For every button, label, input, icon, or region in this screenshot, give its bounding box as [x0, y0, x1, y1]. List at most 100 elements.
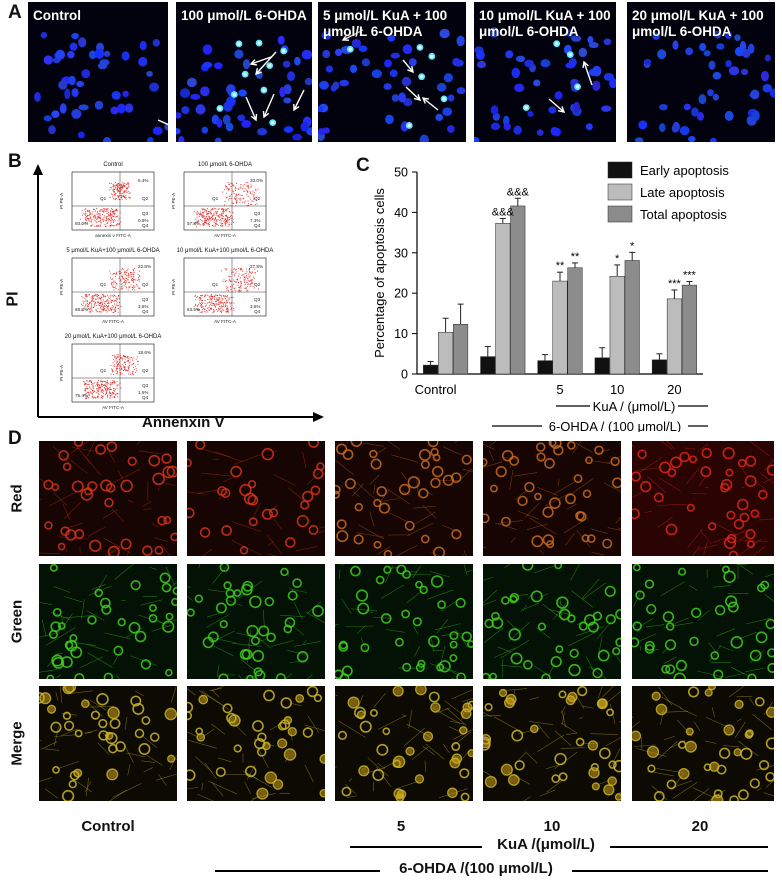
significance-marker: &&&: [492, 206, 515, 218]
bar-total-apoptosis: [453, 324, 469, 375]
row-label-red: Red: [8, 483, 26, 513]
bar-total-apoptosis: [567, 267, 583, 375]
bar-late-apoptosis: [666, 298, 682, 375]
quadrant-q4-label: Q4: [254, 309, 261, 314]
quadrant-q2-value: 18.6%: [138, 350, 151, 355]
panel-b-axes: [33, 164, 324, 422]
flow-plot-ylabel: PI PE-A: [59, 192, 64, 209]
legend-swatch: [607, 161, 633, 179]
y-tick-label: 20: [394, 287, 408, 301]
y-tick-label: 40: [394, 206, 408, 220]
quadrant-q4-value: 3.5%: [138, 304, 148, 309]
fluorescence-image-green-4: [483, 564, 621, 679]
fluorescence-image-red-1: [39, 441, 177, 556]
quadrant-q1-label: Q1: [212, 196, 219, 201]
quadrant-q3-label: Q3: [142, 297, 149, 302]
nuclei-image-label: 20 μmol/L KuA + 100 μmol/L 6-OHDA: [632, 8, 764, 39]
flow-plot-xlabel: AV FITC-A: [102, 319, 125, 324]
flow-plot-title: 20 μmol/L KuA+100 μmol/L 6-OHDA: [64, 334, 162, 340]
nuclei-image-4: 10 μmol/L KuA + 100 μmol/L 6-OHDA: [474, 2, 616, 142]
quadrant-q4-label: Q4: [254, 223, 261, 228]
significance-marker: *: [615, 253, 620, 265]
kua-group-label: KuA / (μmol/L): [593, 399, 676, 414]
flow-plot-xlabel: AV FITC-A: [214, 233, 237, 238]
flow-plot-ylabel: PI PE-A: [59, 364, 64, 381]
group-bracket-line: [572, 870, 768, 872]
fluorescence-image-red-2: [187, 441, 325, 556]
fluorescence-image-merge-5: [632, 686, 774, 801]
fluorescence-image-merge-1: [39, 686, 177, 801]
y-tick-label: 0: [401, 368, 408, 382]
quadrant-q3-label: Q3: [254, 297, 261, 302]
bar-early-apoptosis: [651, 359, 667, 375]
quadrant-q2-label: Q2: [254, 196, 261, 201]
column-label: Control: [81, 818, 135, 835]
panel-a-label: A: [8, 2, 22, 23]
significance-marker: &&&: [507, 186, 530, 198]
fluorescence-image-red-5: [632, 441, 774, 556]
group-bracket-line: [350, 846, 482, 848]
quadrant-q2-label: Q2: [142, 282, 149, 287]
kua-footer-label: KuA /(μmol/L): [497, 836, 595, 853]
flow-plot-5: 20 μmol/L KuA+100 μmol/L 6-OHDA Q1 Q2 Q3 Q4 1…: [58, 334, 168, 416]
flow-plot-ylabel: PI PE-A: [171, 192, 176, 209]
quadrant-q3-label: Q3: [254, 211, 261, 216]
nuclei-image-label: Control: [33, 8, 81, 23]
fluorescence-image-green-1: [39, 564, 177, 679]
y-axis-label: Percentage of apoptosis cells: [372, 188, 387, 358]
quadrant-q4-value: 1.5%: [138, 390, 148, 395]
quadrant-q2-label: Q2: [142, 368, 149, 373]
legend-label: Late apoptosis: [640, 185, 725, 200]
significance-marker: ***: [668, 278, 682, 290]
significance-marker: *: [630, 240, 635, 252]
quadrant-q4-value: 7.3%: [250, 218, 260, 223]
panel-c-label: C: [356, 155, 370, 176]
nuclei-image-label: 100 μmol/L 6-OHDA: [181, 8, 307, 23]
significance-marker: **: [556, 260, 565, 272]
fluorescence-image-green-3: [335, 564, 473, 679]
flow-plot-title: 100 μmol/L 6-OHDA: [198, 162, 252, 168]
quadrant-q1-label: Q1: [100, 196, 107, 201]
fluorescence-image-merge-3: [335, 686, 473, 801]
fluorescence-image-merge-2: [187, 686, 325, 801]
bar-total-apoptosis: [624, 260, 640, 375]
nuclei-image-label: 5 μmol/L KuA + 100 μmol/L 6-OHDA: [323, 8, 448, 39]
y-tick-label: 50: [394, 166, 408, 180]
column-label: 10: [543, 818, 561, 835]
nuclei-image-label: 10 μmol/L KuA + 100 μmol/L 6-OHDA: [479, 8, 611, 39]
quadrant-q3-value: 93.0%: [75, 221, 88, 226]
quadrant-q2-label: Q2: [142, 196, 149, 201]
quadrant-q4-label: Q4: [142, 223, 149, 228]
flow-plot-1: Control Q1 Q2 Q3 Q4 5.4% 93.0% 0.5% PI PE-A annex…: [58, 162, 168, 244]
bar-early-apoptosis: [480, 356, 496, 375]
ohda-footer-label: 6-OHDA /(100 μmol/L): [399, 860, 553, 877]
fluorescence-image-red-4: [483, 441, 621, 556]
fluorescence-image-green-2: [187, 564, 325, 679]
flow-plot-title: 10 μmol/L KuA+100 μmol/L 6-OHDA: [176, 248, 274, 254]
legend-swatch: [607, 183, 633, 201]
significance-marker: **: [571, 251, 580, 263]
panel-b-x-axis-label: Annenxin V: [142, 414, 225, 431]
bar-total-apoptosis: [681, 284, 697, 375]
flow-plot-ylabel: PI PE-A: [171, 278, 176, 295]
flow-plot-xlabel: AV FITC-A: [214, 319, 237, 324]
x-category-label: 5: [556, 382, 563, 397]
apoptosis-bar-chart: 0 10 20 30 40 50 Percentage of apoptosis cells…: [372, 161, 729, 432]
quadrant-q2-value: 22.8%: [138, 264, 151, 269]
quadrant-q4-label: Q4: [142, 309, 149, 314]
column-label: 20: [691, 818, 709, 835]
bar-early-apoptosis: [537, 360, 553, 375]
flow-plot-xlabel: AV FITC-A: [102, 405, 125, 410]
quadrant-q4-value: 0.5%: [138, 218, 148, 223]
quadrant-q4-value: 3.5%: [250, 304, 260, 309]
quadrant-q3-label: Q3: [142, 383, 149, 388]
group-bracket-line: [215, 870, 380, 872]
fluorescence-image-merge-4: [483, 686, 621, 801]
group-bracket-line: [610, 846, 768, 848]
bar-early-apoptosis: [594, 357, 610, 375]
quadrant-q3-value: 75.4%: [75, 393, 88, 398]
quadrant-q1-label: Q1: [212, 282, 219, 287]
flow-plot-xlabel: annexin v FITC-A: [95, 233, 132, 238]
row-label-merge: Merge: [8, 720, 26, 766]
legend-label: Total apoptosis: [640, 207, 727, 222]
